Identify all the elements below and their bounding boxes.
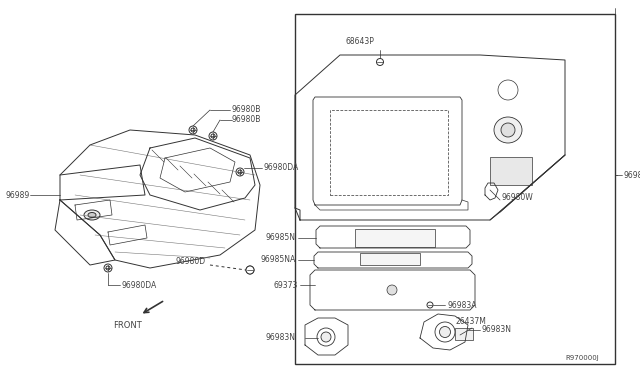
Ellipse shape	[211, 134, 215, 138]
Text: 96980: 96980	[624, 170, 640, 180]
Ellipse shape	[376, 58, 383, 65]
Ellipse shape	[209, 132, 217, 140]
Text: 69373: 69373	[274, 280, 298, 289]
Text: 96980B: 96980B	[232, 115, 261, 125]
Ellipse shape	[246, 266, 254, 274]
Ellipse shape	[427, 302, 433, 308]
Text: FRONT: FRONT	[114, 321, 142, 330]
Text: R970000J: R970000J	[565, 355, 599, 361]
Text: 96980DA: 96980DA	[122, 280, 157, 289]
Ellipse shape	[246, 266, 254, 274]
Ellipse shape	[238, 170, 242, 174]
Ellipse shape	[106, 266, 110, 270]
Text: 96980D: 96980D	[175, 257, 205, 266]
Ellipse shape	[189, 126, 197, 134]
Ellipse shape	[84, 210, 100, 220]
Ellipse shape	[321, 332, 331, 342]
Bar	[455, 328, 473, 340]
Ellipse shape	[440, 327, 451, 337]
Text: 96989: 96989	[5, 190, 29, 199]
Text: 96985N: 96985N	[266, 234, 296, 243]
Text: 96980W: 96980W	[502, 193, 534, 202]
Ellipse shape	[88, 212, 96, 218]
Bar	[490, 157, 532, 185]
Ellipse shape	[104, 264, 112, 272]
Text: 96980DA: 96980DA	[263, 164, 298, 173]
Ellipse shape	[501, 123, 515, 137]
Bar	[355, 229, 435, 247]
Ellipse shape	[191, 128, 195, 132]
Text: 96980B: 96980B	[232, 106, 261, 115]
Ellipse shape	[387, 285, 397, 295]
Text: 96985NA: 96985NA	[260, 256, 296, 264]
Ellipse shape	[494, 117, 522, 143]
Text: 68643P: 68643P	[346, 38, 374, 46]
Text: 96983N: 96983N	[482, 326, 512, 334]
Ellipse shape	[236, 168, 244, 176]
Text: 96983N: 96983N	[266, 334, 296, 343]
Bar	[295, 14, 615, 364]
Text: 96983A: 96983A	[447, 301, 477, 310]
Bar	[360, 253, 420, 265]
Text: 26437M: 26437M	[456, 317, 487, 327]
